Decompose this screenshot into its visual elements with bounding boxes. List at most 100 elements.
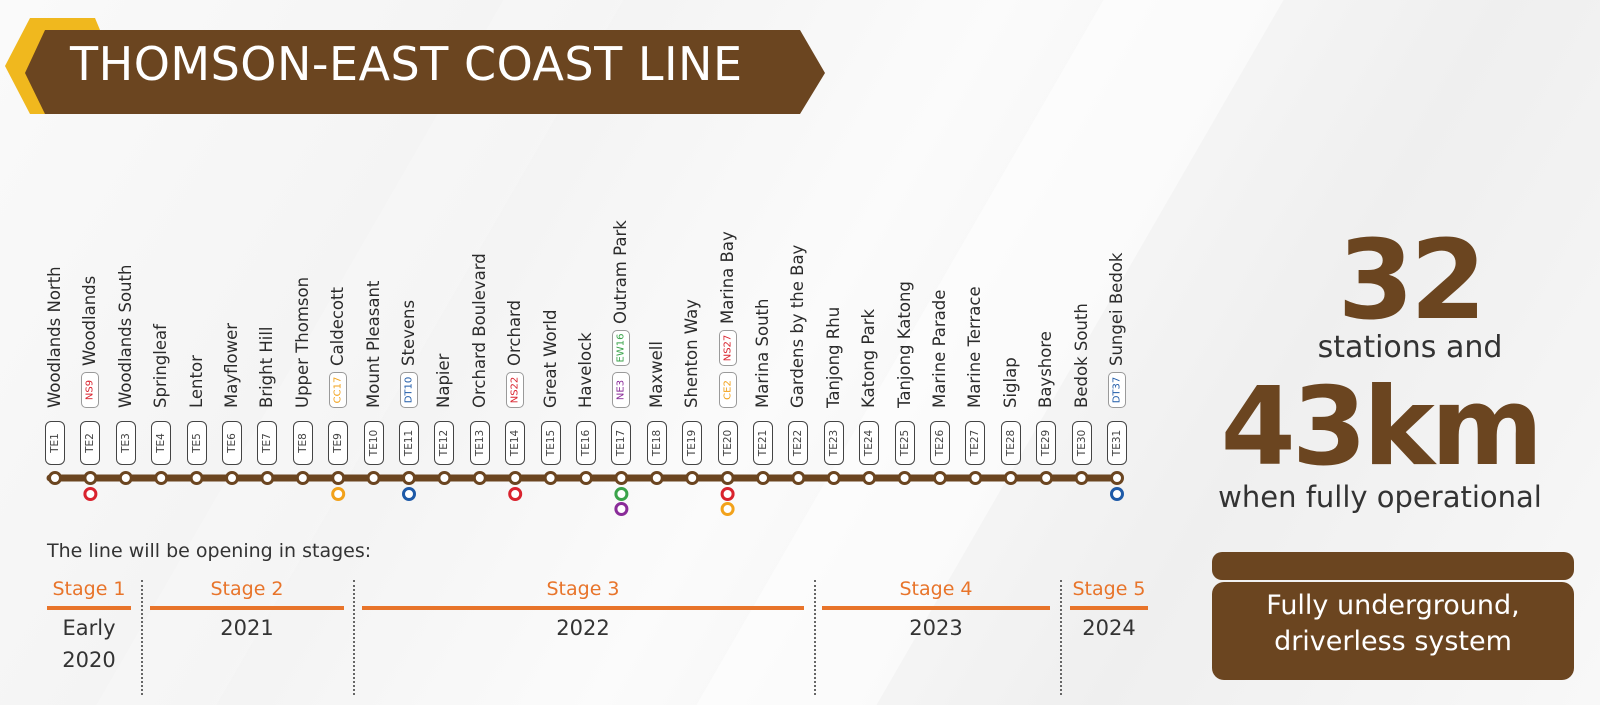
station-code: TE9 xyxy=(332,433,345,453)
station-stop xyxy=(402,471,416,485)
station-code-badge: TE27 xyxy=(965,421,986,465)
station-code-badge: TE12 xyxy=(434,421,455,465)
station-code-badge: TE24 xyxy=(859,421,880,465)
station-code-badge: TE11 xyxy=(399,421,419,465)
station-code: TE25 xyxy=(898,429,911,457)
station-code: TE16 xyxy=(580,429,592,457)
station-name: Mayflower xyxy=(222,322,241,408)
station-code: TE13 xyxy=(473,429,486,457)
station-name: Marina Bay xyxy=(717,231,737,324)
interchange-code: EW16 xyxy=(615,333,627,363)
stages-intro: The line will be opening in stages: xyxy=(47,540,372,562)
station-code: TE6 xyxy=(226,433,238,453)
interchange-code-badge: CC17 xyxy=(329,372,348,408)
station-code-badge: TE17 xyxy=(611,421,632,465)
banner-brown-body xyxy=(25,30,825,114)
station-code: TE10 xyxy=(367,429,380,457)
interchange-stop xyxy=(331,487,346,501)
stage-divider xyxy=(814,580,816,695)
interchange-code: CE2 xyxy=(722,380,734,400)
station-name: Tanjong Rhu xyxy=(823,306,843,408)
stage-year: 2024 xyxy=(1082,616,1136,640)
station-name: Springleaf xyxy=(151,324,171,408)
feature-text: Fully underground, driverless system xyxy=(1266,590,1520,657)
station-code: TE18 xyxy=(650,429,663,457)
station-name: Woodlands xyxy=(80,275,100,366)
interchange-stop xyxy=(402,487,416,501)
station-code-badge: TE7 xyxy=(257,421,278,465)
station-code-badge: TE2 xyxy=(80,421,101,465)
station-code-badge: TE1 xyxy=(45,421,65,465)
page-title: THOMSON-EAST COAST LINE xyxy=(70,37,743,91)
station-stop xyxy=(118,471,133,485)
station-code-badge: TE10 xyxy=(363,421,384,465)
station-code-badge: TE21 xyxy=(753,421,773,465)
interchange-code: NE3 xyxy=(615,379,627,401)
stations-count: 32 xyxy=(1337,216,1486,344)
station-stop xyxy=(1110,471,1124,485)
stage-bar xyxy=(150,606,344,610)
station-code: TE4 xyxy=(155,433,168,453)
station-code-badge: TE9 xyxy=(328,421,349,465)
station-name: Marina South xyxy=(753,298,772,408)
station-code-badge: TE13 xyxy=(469,421,490,465)
station-code-badge: TE5 xyxy=(186,421,207,465)
station-name: Napier xyxy=(434,353,454,408)
interchange-code: NS27 xyxy=(722,334,734,362)
station-code: TE28 xyxy=(1004,429,1017,457)
station-stop xyxy=(614,471,629,485)
station-code-badge: TE19 xyxy=(682,421,703,465)
station-name: Siglap xyxy=(1000,357,1020,408)
station-code: TE19 xyxy=(686,429,699,457)
interchange-code: NS9 xyxy=(84,379,96,401)
station-code-badge: TE15 xyxy=(540,421,561,465)
interchange-stop xyxy=(614,502,629,516)
station-code: TE23 xyxy=(827,429,840,457)
stage-year: 2023 xyxy=(909,616,963,640)
station-name: Orchard Boulevard xyxy=(469,253,489,408)
station-code-badge: TE20 xyxy=(717,421,738,465)
station-code-badge: TE22 xyxy=(788,421,809,465)
station-stop xyxy=(579,471,593,485)
station-name: Bright Hill xyxy=(257,326,277,409)
stage-label: Stage 2 xyxy=(210,578,284,600)
station-stop xyxy=(1003,471,1018,485)
station-stop xyxy=(83,471,98,485)
station-name: Bedok South xyxy=(1071,303,1091,408)
stage-divider xyxy=(353,580,355,695)
station-stop xyxy=(968,471,983,485)
station-code-badge: TE18 xyxy=(646,421,667,465)
station-code-badge: TE31 xyxy=(1107,421,1127,465)
station-name: Tanjong Katong xyxy=(894,281,914,408)
interchange-stop xyxy=(83,487,98,501)
station-code: TE24 xyxy=(863,429,876,457)
station-stop xyxy=(260,471,275,485)
station-code-badge: TE23 xyxy=(823,421,844,465)
stage-year: 2021 xyxy=(220,616,274,640)
station-name: Maxwell xyxy=(646,341,666,408)
stage-bar xyxy=(822,606,1050,610)
station-stop xyxy=(48,471,62,485)
station-name: Shenton Way xyxy=(682,299,702,408)
station-stop xyxy=(154,471,169,485)
station-code-badge: TE26 xyxy=(930,421,950,465)
station-code: TE29 xyxy=(1040,429,1053,457)
station-name: Orchard xyxy=(505,299,525,366)
station-name: Upper Thomson xyxy=(292,276,312,408)
station-code-badge: TE28 xyxy=(1000,421,1021,465)
station-code: TE3 xyxy=(119,433,132,453)
station-name: Mount Pleasant xyxy=(363,280,383,408)
interchange-stop xyxy=(720,502,735,516)
station-code: TE8 xyxy=(296,433,309,453)
station-name: Gardens by the Bay xyxy=(788,244,808,408)
station-stop xyxy=(437,471,452,485)
stage-year: 2022 xyxy=(556,616,610,640)
station-stop xyxy=(720,471,735,485)
station-code: TE31 xyxy=(1111,429,1123,457)
stage-label: Stage 1 xyxy=(52,578,126,600)
interchange-stop xyxy=(1110,487,1124,501)
station-stop xyxy=(1074,471,1089,485)
station-code: TE27 xyxy=(969,429,982,457)
station-code: TE1 xyxy=(49,433,61,453)
station-code: TE20 xyxy=(721,429,734,457)
